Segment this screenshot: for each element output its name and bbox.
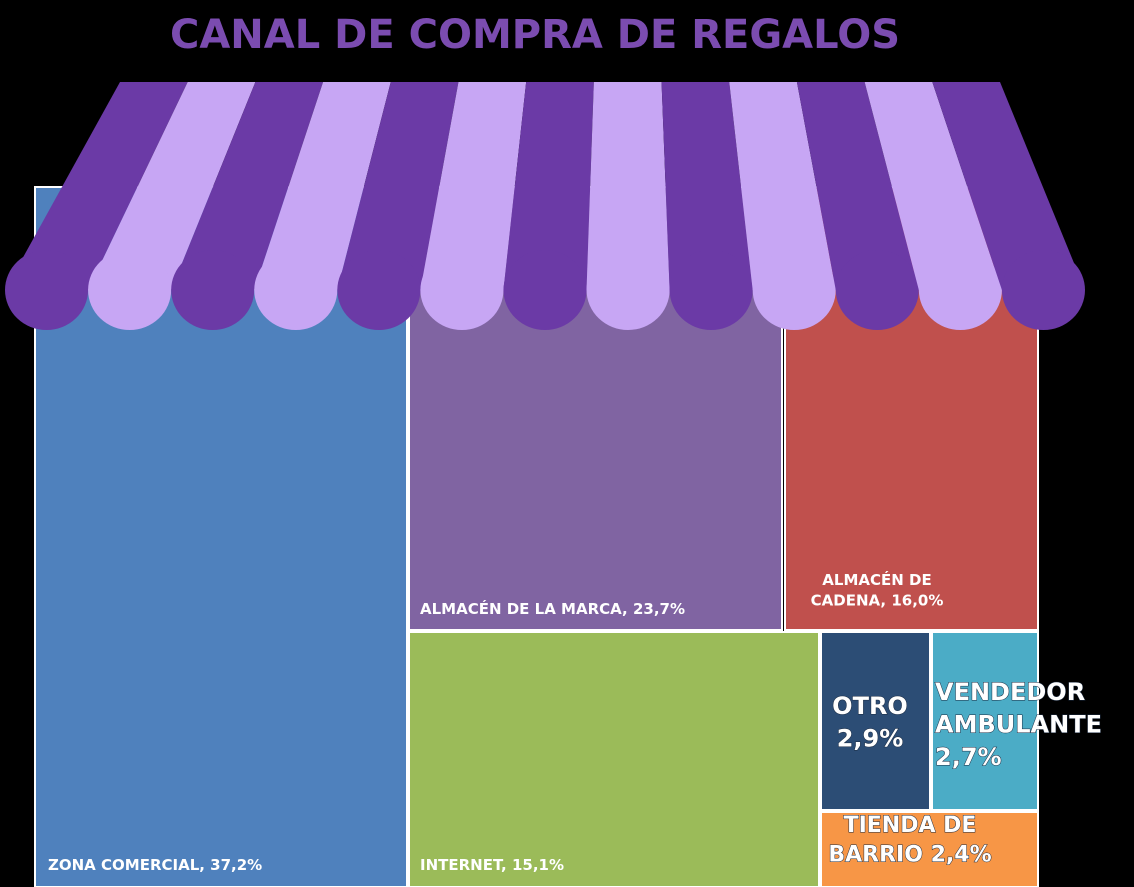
awning-scallop [836, 250, 919, 330]
awning-scallop [670, 250, 753, 330]
data-label: ZONA COMERCIAL, 37,2% [48, 856, 262, 874]
awning-scallop [420, 250, 503, 330]
awning-scallop [1002, 250, 1085, 330]
awning-scallop [919, 250, 1002, 330]
awning-scallop [88, 250, 171, 330]
awning-scallop [254, 250, 337, 330]
chart-title: CANAL DE COMPRA DE REGALOS [170, 12, 900, 58]
chart: CANAL DE COMPRA DE REGALOS ZONA COMERCIA… [0, 0, 1134, 887]
data-label: ALMACÉN DE LA MARCA, 23,7% [420, 599, 685, 618]
awning-scallop [337, 250, 420, 330]
awning-scallop [587, 250, 670, 330]
data-label: INTERNET, 15,1% [420, 856, 564, 874]
awning-scallop [753, 250, 836, 330]
awning [5, 82, 1085, 330]
awning-scallop [171, 250, 254, 330]
treemap-cell [409, 632, 819, 887]
awning-scallop [503, 250, 586, 330]
awning-scallop [5, 250, 88, 330]
treemap-cell [821, 632, 930, 810]
